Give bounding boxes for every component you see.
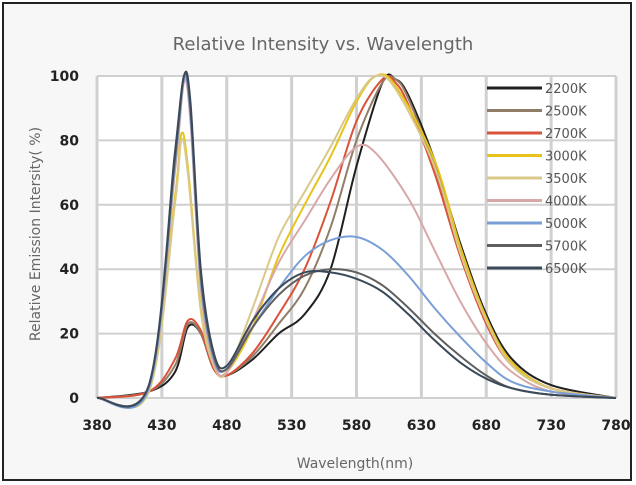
- x-tick-label: 580: [342, 418, 371, 434]
- x-tick-label: 730: [537, 418, 566, 434]
- legend-label-2500K: 2500K: [545, 105, 587, 120]
- y-tick-label: 100: [50, 69, 79, 85]
- series-line-6500K: [96, 70, 617, 408]
- legend-label-5700K: 5700K: [545, 240, 587, 255]
- legend-label-4000K: 4000K: [545, 195, 587, 210]
- y-tick-label: 60: [60, 198, 80, 214]
- legend-label-2200K: 2200K: [545, 82, 587, 97]
- legend-label-2700K: 2700K: [545, 127, 587, 142]
- x-tick-label: 380: [82, 418, 111, 434]
- series-line-3000K: [96, 73, 617, 409]
- x-tick-label: 680: [472, 418, 501, 434]
- y-tick-label: 40: [60, 262, 80, 278]
- y-tick-label: 20: [60, 327, 80, 343]
- x-tick-label: 480: [212, 418, 241, 434]
- y-axis-label: Relative Emission Intersity( %): [28, 127, 44, 341]
- y-tick-label: 0: [69, 391, 79, 407]
- legend-label-5000K: 5000K: [545, 217, 587, 232]
- series-line-3500K: [96, 74, 617, 409]
- series-layer: [96, 70, 617, 409]
- x-tick-label: 630: [407, 418, 436, 434]
- series-line-2700K: [96, 75, 617, 399]
- y-tick-label: 80: [60, 133, 80, 149]
- chart-title: Relative Intensity vs. Wavelength: [173, 34, 474, 55]
- x-tick-label: 530: [277, 418, 306, 434]
- tick-labels: 380 430 480 530 580 630 680 730 780 0 20 40 60 80 100: [50, 69, 631, 434]
- legend-label-3500K: 3500K: [545, 172, 587, 187]
- x-axis-label: Wavelength(nm): [297, 456, 413, 472]
- legend-label-3000K: 3000K: [545, 150, 587, 165]
- x-tick-label: 430: [147, 418, 176, 434]
- legend: 2200K 2500K 2700K 3000K 3500K 4000K 5000K 5700K…: [487, 82, 587, 277]
- x-tick-label: 780: [601, 418, 630, 434]
- legend-label-6500K: 6500K: [545, 262, 587, 277]
